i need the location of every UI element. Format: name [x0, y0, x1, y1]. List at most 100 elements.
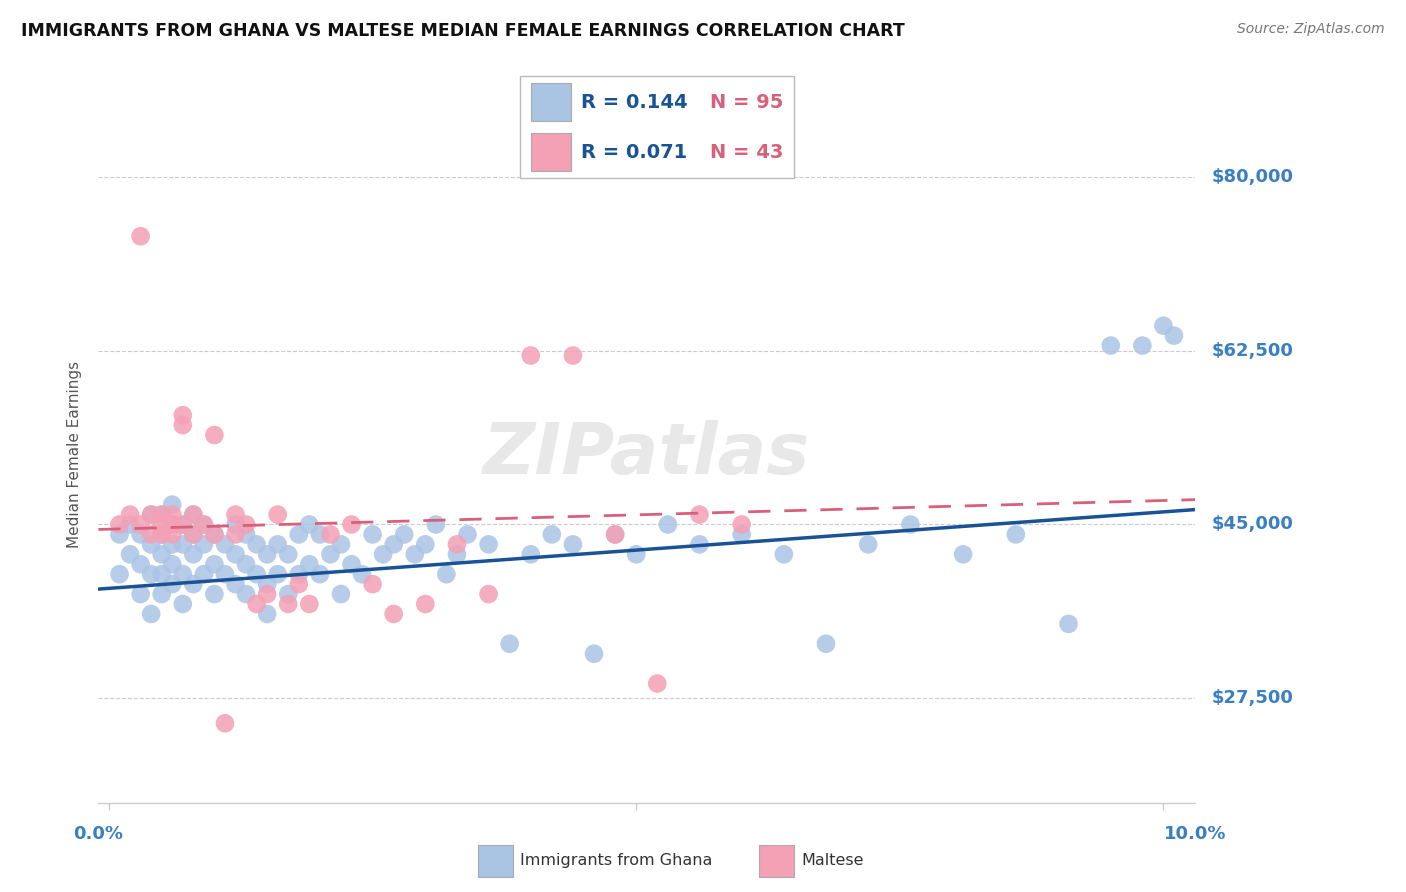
- Point: [162, 508, 183, 522]
- Point: [235, 527, 257, 541]
- Point: [582, 647, 605, 661]
- Point: [856, 537, 880, 551]
- Point: [689, 508, 711, 522]
- Point: [277, 597, 299, 611]
- Point: [150, 508, 173, 522]
- Point: [193, 517, 215, 532]
- Point: [162, 577, 183, 591]
- Point: [267, 508, 290, 522]
- Point: [108, 567, 131, 582]
- Point: [340, 517, 363, 532]
- Point: [446, 537, 468, 551]
- Point: [162, 537, 183, 551]
- Point: [141, 537, 163, 551]
- Point: [626, 547, 648, 561]
- Point: [120, 508, 141, 522]
- Point: [204, 428, 226, 442]
- Point: [172, 408, 194, 422]
- Point: [162, 517, 183, 532]
- Point: [413, 597, 436, 611]
- Point: [141, 607, 163, 621]
- Point: [413, 537, 436, 551]
- Point: [561, 349, 585, 363]
- Point: [120, 547, 141, 561]
- Point: [645, 676, 669, 690]
- Point: [246, 597, 269, 611]
- Point: [183, 547, 205, 561]
- Point: [129, 587, 152, 601]
- Point: [150, 547, 173, 561]
- Point: [371, 547, 394, 561]
- Point: [256, 607, 278, 621]
- Point: [246, 537, 269, 551]
- Point: [540, 527, 562, 541]
- Point: [193, 517, 215, 532]
- Point: [277, 547, 299, 561]
- Point: [246, 567, 269, 582]
- Point: [214, 716, 236, 731]
- Point: [340, 558, 363, 572]
- Text: Source: ZipAtlas.com: Source: ZipAtlas.com: [1237, 22, 1385, 37]
- Point: [162, 527, 183, 541]
- Point: [1099, 338, 1122, 352]
- Point: [193, 537, 215, 551]
- Y-axis label: Median Female Earnings: Median Female Earnings: [67, 361, 83, 549]
- Point: [657, 517, 679, 532]
- Point: [141, 527, 163, 541]
- Point: [172, 517, 194, 532]
- Point: [183, 577, 205, 591]
- Point: [204, 587, 226, 601]
- Text: N = 95: N = 95: [710, 93, 783, 112]
- Point: [204, 527, 226, 541]
- Point: [256, 587, 278, 601]
- Point: [477, 587, 501, 601]
- Point: [172, 517, 194, 532]
- Point: [141, 567, 163, 582]
- Point: [520, 349, 543, 363]
- Point: [773, 547, 796, 561]
- Point: [150, 508, 173, 522]
- Point: [172, 418, 194, 433]
- Point: [129, 558, 152, 572]
- Point: [277, 587, 299, 601]
- Point: [150, 527, 173, 541]
- Point: [267, 537, 290, 551]
- Point: [150, 517, 173, 532]
- Point: [150, 527, 173, 541]
- Point: [1057, 616, 1080, 631]
- Point: [1153, 318, 1175, 333]
- Point: [382, 537, 405, 551]
- Text: ZIPatlas: ZIPatlas: [484, 420, 810, 490]
- Point: [183, 508, 205, 522]
- Point: [309, 567, 332, 582]
- Point: [287, 527, 309, 541]
- Point: [108, 517, 131, 532]
- Point: [287, 577, 309, 591]
- Point: [1130, 338, 1153, 352]
- Text: $62,500: $62,500: [1212, 342, 1294, 359]
- Point: [183, 508, 205, 522]
- Point: [731, 517, 754, 532]
- Point: [319, 547, 342, 561]
- Point: [235, 587, 257, 601]
- Text: IMMIGRANTS FROM GHANA VS MALTESE MEDIAN FEMALE EARNINGS CORRELATION CHART: IMMIGRANTS FROM GHANA VS MALTESE MEDIAN …: [21, 22, 905, 40]
- Point: [150, 587, 173, 601]
- Point: [605, 527, 627, 541]
- Point: [731, 527, 754, 541]
- Point: [561, 537, 585, 551]
- Point: [900, 517, 922, 532]
- Point: [394, 527, 416, 541]
- Point: [352, 567, 374, 582]
- Point: [162, 517, 183, 532]
- Text: 0.0%: 0.0%: [73, 825, 124, 843]
- Point: [477, 537, 501, 551]
- Point: [1163, 328, 1185, 343]
- Point: [298, 597, 321, 611]
- Point: [108, 527, 131, 541]
- Point: [193, 567, 215, 582]
- Text: Maltese: Maltese: [801, 854, 863, 868]
- Point: [235, 517, 257, 532]
- Point: [225, 547, 247, 561]
- Text: $45,000: $45,000: [1212, 516, 1294, 533]
- Point: [605, 527, 627, 541]
